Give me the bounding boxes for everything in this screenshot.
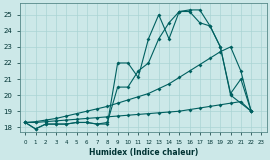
X-axis label: Humidex (Indice chaleur): Humidex (Indice chaleur): [89, 148, 198, 156]
